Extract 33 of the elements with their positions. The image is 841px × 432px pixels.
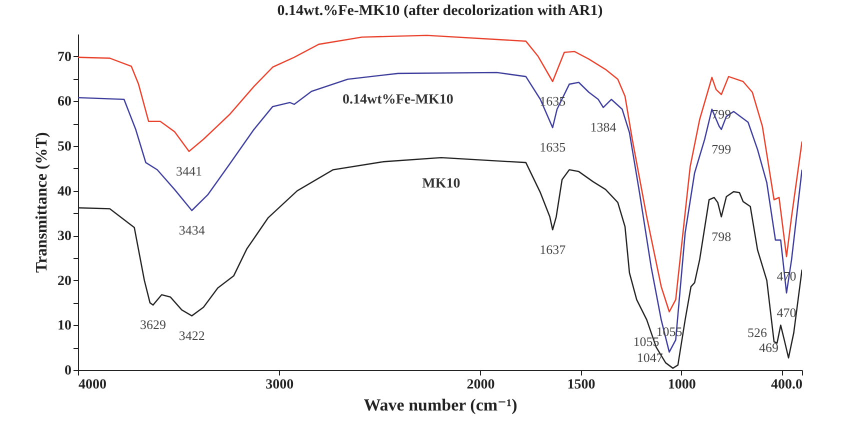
series-label: MK10 [422,176,460,192]
y-tick-label: 60 [58,94,72,110]
x-tick-label: 3000 [266,378,294,392]
annotation: 1637 [540,242,566,257]
annotation: 1047 [636,350,664,366]
annotation: 526 [748,325,768,340]
annotation: 3441 [176,163,202,178]
y-axis-title: Transmittance (%T) [34,132,50,273]
x-tick-label: 4000 [78,378,106,392]
y-tick-label: 30 [58,229,72,244]
line-series [78,72,802,353]
y-tick-label: 0 [64,364,72,378]
annotation: 3434 [178,222,206,238]
annotation: 1384 [590,119,617,134]
chart-title: 0.14wt.%Fe-MK10 (after decolorization with AR1) [277,3,603,19]
x-tick-label: 400.0 [771,378,802,392]
annotation: 798 [712,228,732,244]
annotation: 3629 [140,317,166,332]
x-tick-label: 2000 [466,378,495,392]
annotation: 799 [712,141,732,156]
annotation: 1635 [540,140,566,155]
y-tick-label: 10 [58,318,72,334]
x-tick-label: 1500 [567,378,596,392]
y-tick-label: 20 [58,274,72,289]
x-tick-label: 1000 [668,378,696,392]
annotation: 469 [759,340,779,355]
x-axis-title: Wave number (cm⁻¹) [364,396,518,414]
y-tick-label: 70 [58,50,72,65]
series-label: 0.14wt%Fe-MK10 [342,92,454,108]
annotation: 470 [776,304,796,320]
y-tick-label: 40 [58,184,72,200]
y-tick-label: 50 [58,140,72,154]
annotation: 3422 [178,328,205,343]
